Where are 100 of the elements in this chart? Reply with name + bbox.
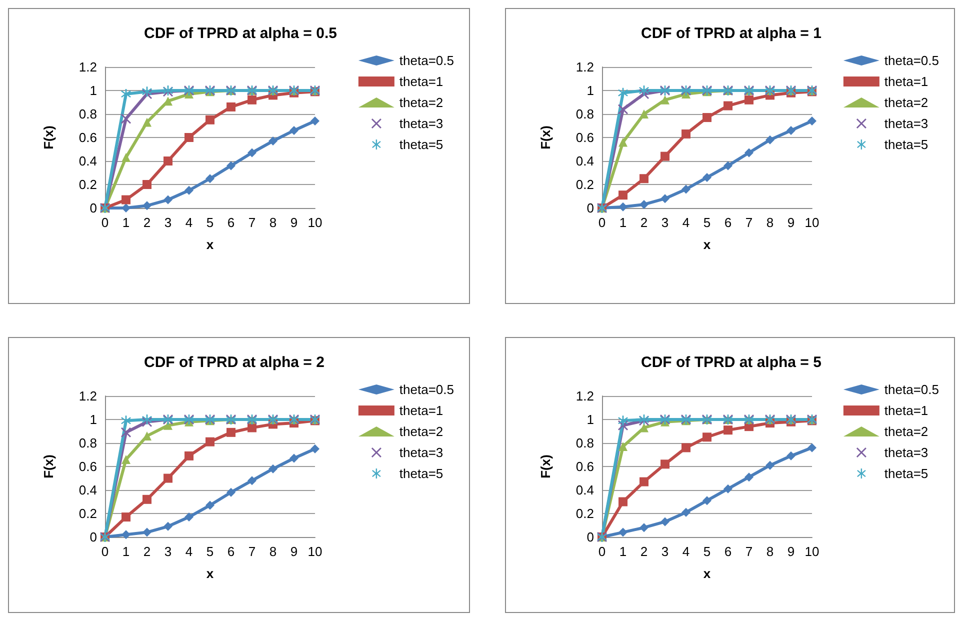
y-tick-label: 1.2: [78, 388, 97, 404]
y-axis-title: F(x): [41, 126, 56, 150]
point: [724, 161, 732, 170]
y-tick-label: 0.8: [576, 436, 594, 450]
y-tick-label: 0.8: [576, 106, 594, 122]
y-tick-label: 0.4: [576, 154, 594, 168]
x-tick-label: 6: [227, 215, 235, 230]
point: [122, 195, 130, 204]
x-tick-label: 10: [804, 215, 820, 230]
legend-label: theta=1: [399, 74, 444, 89]
point: [290, 126, 298, 135]
x-tick-label: 6: [724, 215, 732, 230]
point: [640, 110, 648, 118]
legend-label: theta=3: [399, 445, 444, 460]
point: [248, 476, 256, 486]
point: [724, 484, 732, 494]
legend-label: theta=5: [884, 137, 928, 152]
point: [786, 126, 796, 135]
x-axis-title: x: [703, 237, 712, 252]
y-axis-title: F(x): [538, 126, 553, 150]
point: [618, 104, 628, 114]
point: [142, 118, 152, 127]
point: [268, 136, 278, 146]
y-tick-label: 1: [90, 83, 97, 98]
point: [660, 95, 670, 104]
point: [702, 496, 712, 506]
y-tick-label: 1: [90, 412, 97, 427]
y-tick-label: 0: [90, 530, 97, 544]
y-tick-label: 0.4: [78, 154, 97, 168]
point: [268, 464, 278, 474]
x-tick-label: 9: [787, 544, 795, 559]
point: [766, 460, 774, 470]
y-tick-label: 1: [586, 412, 594, 427]
x-tick-label: 7: [248, 215, 256, 230]
point: [640, 523, 648, 532]
x-tick-label: 9: [290, 544, 298, 559]
legend-label: theta=1: [399, 403, 444, 418]
y-tick-label: 0.6: [78, 130, 97, 145]
x-tick-label: 4: [185, 215, 193, 230]
point: [310, 116, 320, 126]
y-axis-title: F(x): [41, 454, 56, 478]
point: [184, 133, 194, 142]
y-tick-label: 0: [586, 200, 594, 216]
point: [290, 454, 298, 463]
point: [640, 200, 648, 209]
y-tick-label: 0.6: [576, 459, 594, 474]
legend-label: theta=0.5: [884, 53, 939, 68]
point: [206, 174, 214, 184]
x-tick-label: 3: [164, 544, 172, 559]
point: [724, 426, 732, 435]
x-tick-label: 2: [640, 544, 648, 559]
point: [744, 148, 754, 158]
x-tick-label: 10: [804, 544, 820, 559]
point: [121, 427, 131, 438]
x-tick-label: 1: [122, 544, 130, 559]
point: [702, 172, 712, 182]
point: [226, 161, 236, 170]
x-tick-label: 6: [724, 544, 732, 559]
point: [618, 528, 628, 537]
point: [310, 444, 320, 454]
point: [142, 414, 152, 424]
chart-title: CDF of TPRD at alpha = 0.5: [144, 25, 337, 42]
point: [660, 517, 670, 526]
point: [660, 152, 670, 161]
x-tick-label: 3: [164, 215, 172, 230]
y-tick-label: 0.6: [78, 459, 97, 474]
point: [142, 494, 152, 504]
point: [682, 443, 690, 452]
legend-label: theta=2: [399, 95, 444, 110]
y-tick-label: 1.2: [78, 60, 97, 74]
x-tick-label: 10: [308, 215, 322, 230]
point: [808, 443, 816, 452]
point: [164, 156, 172, 166]
point: [248, 95, 256, 104]
point: [682, 184, 690, 194]
point: [121, 89, 131, 100]
point: [682, 129, 690, 138]
x-tick-label: 5: [206, 544, 214, 559]
legend-label: theta=2: [884, 424, 928, 439]
point: [640, 174, 648, 184]
point: [660, 194, 670, 204]
point: [766, 135, 774, 144]
y-tick-label: 0: [586, 530, 594, 544]
point: [640, 477, 648, 486]
point: [122, 512, 130, 522]
y-tick-label: 0.4: [576, 482, 594, 498]
x-tick-label: 8: [766, 215, 774, 230]
point: [184, 451, 194, 460]
point: [206, 115, 214, 124]
point: [164, 474, 172, 483]
point: [226, 102, 236, 112]
point: [164, 522, 172, 531]
x-tick-label: 0: [598, 544, 606, 559]
x-tick-label: 0: [598, 215, 606, 230]
x-tick-label: 0: [101, 544, 109, 559]
x-axis-title: x: [206, 237, 214, 252]
legend-label: theta=5: [884, 466, 928, 481]
x-tick-label: 2: [640, 215, 648, 230]
y-tick-label: 0.8: [78, 436, 97, 450]
legend-label: theta=0.5: [884, 382, 939, 397]
